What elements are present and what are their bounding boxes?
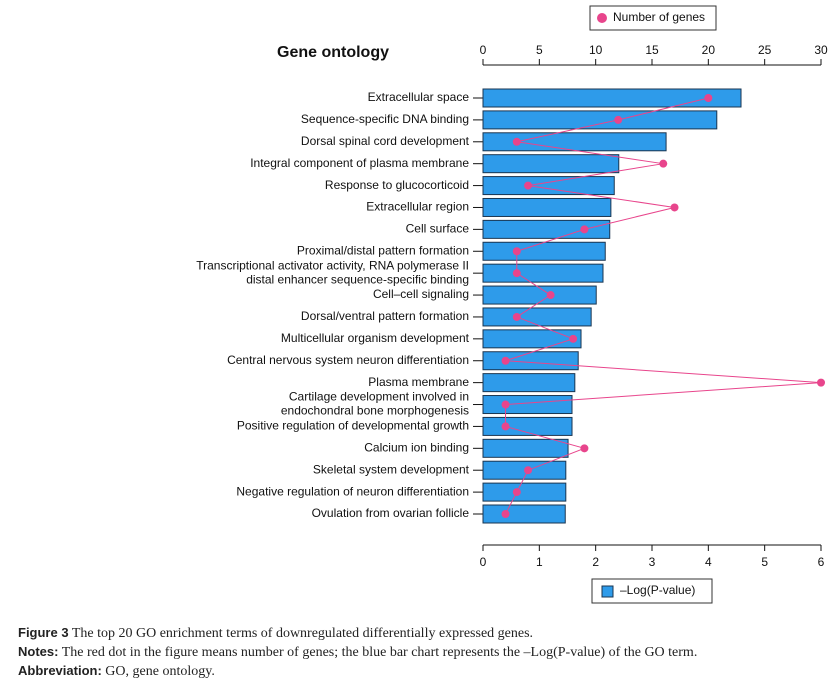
x2-tick-label: 15 <box>645 43 659 57</box>
x2-tick-label: 0 <box>480 43 487 57</box>
label: Notes: <box>18 644 59 659</box>
y-tick-label: Cell surface <box>406 222 470 236</box>
bar <box>482 285 597 305</box>
bar <box>482 351 579 371</box>
bar <box>482 219 611 239</box>
y-tick-label: Sequence-specific DNA binding <box>301 112 469 126</box>
genes-dot <box>512 269 521 278</box>
bar <box>482 329 582 349</box>
caption-abbreviation: Abbreviation: GO, gene ontology. <box>18 663 215 680</box>
caption-figure: Figure 3 The top 20 GO enrichment terms … <box>18 625 533 642</box>
bar <box>482 307 592 327</box>
chart: Gene ontology 0 5 10 15 20 25 30 0 1 2 3 4 5 6 Extrace… <box>196 5 828 604</box>
chart-title: Gene ontology <box>277 44 389 61</box>
genes-dot <box>817 378 825 387</box>
y-tick-label: Cell–cell signaling <box>373 287 469 301</box>
label: Abbreviation: <box>18 663 102 678</box>
bar <box>482 197 612 217</box>
genes-dot <box>670 203 679 212</box>
y-tick-label: distal enhancer sequence-specific bindin… <box>246 272 469 286</box>
genes-dot <box>614 115 623 124</box>
y-tick-label: Plasma membrane <box>368 375 469 389</box>
genes-dot <box>569 334 578 343</box>
y-tick-label: Multicellular organism development <box>281 331 470 345</box>
x2-tick-label: 10 <box>589 43 603 57</box>
x2-tick-label: 20 <box>702 43 716 57</box>
legend-label: –Log(P-value) <box>620 583 695 597</box>
genes-dot <box>501 422 510 431</box>
bar <box>482 438 569 458</box>
y-tick-label: Negative regulation of neuron differenti… <box>236 484 469 498</box>
genes-dot <box>501 510 510 518</box>
y-tick-label: Central nervous system neuron differenti… <box>227 353 469 367</box>
y-tick-label: Extracellular space <box>368 90 470 104</box>
x-tick-label: 0 <box>480 555 487 569</box>
genes-dot <box>524 181 533 190</box>
legend-box <box>589 5 717 31</box>
x2-tick-label: 25 <box>758 43 772 57</box>
bar <box>482 132 667 152</box>
genes-dot <box>512 488 521 497</box>
y-tick-label: Proximal/distal pattern formation <box>297 243 469 257</box>
x-tick-label: 1 <box>536 555 543 569</box>
y-tick-label: Cartilage development involved in <box>289 390 469 404</box>
y-tick-label: Extracellular region <box>366 200 469 214</box>
x2-tick-label: 5 <box>536 43 543 57</box>
genes-line <box>505 97 822 515</box>
x-tick-label: 6 <box>818 555 825 569</box>
y-tick-label: endochondral bone morphogenesis <box>281 404 469 418</box>
y-tick-label: Skeletal system development <box>313 462 470 476</box>
legend-swatch <box>601 585 614 598</box>
x-tick-label: 5 <box>761 555 768 569</box>
x-tick-label: 4 <box>705 555 712 569</box>
genes-dot <box>501 400 510 409</box>
bar <box>482 88 742 108</box>
bar <box>482 154 620 174</box>
y-tick-label: Integral component of plasma membrane <box>250 156 469 170</box>
genes-dot <box>659 159 668 168</box>
text: The red dot in the figure means number o… <box>61 645 698 660</box>
bar <box>482 373 576 393</box>
genes-dot <box>546 291 555 300</box>
y-tick-label: Response to glucocorticoid <box>325 178 469 192</box>
bar <box>482 241 606 261</box>
bar <box>482 176 615 196</box>
y-tick-label: Transcriptional activator activity, RNA … <box>196 258 469 272</box>
genes-dot <box>580 444 589 453</box>
bar <box>482 263 604 283</box>
genes-dot <box>512 247 521 256</box>
y-tick-label: Ovulation from ovarian follicle <box>312 506 470 520</box>
x-tick-label: 2 <box>592 555 599 569</box>
bar <box>482 395 573 415</box>
genes-dot <box>501 356 510 365</box>
genes-dot <box>524 466 533 475</box>
genes-dot <box>580 225 589 234</box>
label: Figure 3 <box>18 625 69 640</box>
text: GO, gene ontology. <box>105 664 215 679</box>
caption-notes: Notes: The red dot in the figure means n… <box>18 644 697 661</box>
text: The top 20 GO enrichment terms of downre… <box>71 626 534 641</box>
bar <box>482 482 567 502</box>
legend-label: Number of genes <box>613 10 705 24</box>
genes-dot <box>512 312 521 321</box>
bar <box>482 110 718 130</box>
genes-dot <box>704 94 713 102</box>
bar <box>482 504 566 524</box>
x2-tick-label: 30 <box>814 43 828 57</box>
y-tick-label: Calcium ion binding <box>364 440 469 454</box>
x-tick-label: 3 <box>649 555 656 569</box>
legend-dot <box>597 13 607 23</box>
y-tick-label: Dorsal/ventral pattern formation <box>301 309 469 323</box>
y-tick-label: Dorsal spinal cord development <box>301 134 470 148</box>
y-tick-label: Positive regulation of developmental gro… <box>237 419 469 433</box>
genes-dot <box>512 137 521 146</box>
